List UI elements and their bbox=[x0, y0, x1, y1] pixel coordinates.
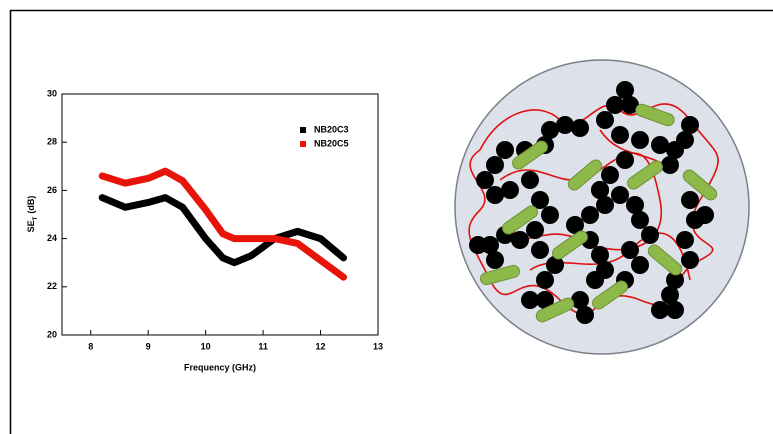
filler-particle bbox=[626, 196, 644, 214]
filler-particle bbox=[621, 96, 639, 114]
filler-particle bbox=[566, 216, 584, 234]
illustration bbox=[454, 59, 750, 355]
plot-area bbox=[61, 93, 379, 336]
x-tick-label: 13 bbox=[373, 341, 383, 351]
nanotube bbox=[592, 280, 628, 310]
filler-particle bbox=[616, 81, 634, 99]
filler-particle bbox=[611, 186, 629, 204]
filler-particle bbox=[521, 291, 539, 309]
filler-particle bbox=[526, 221, 544, 239]
filler-particle bbox=[596, 196, 614, 214]
filler-particle bbox=[616, 151, 634, 169]
y-label-main: SE bbox=[26, 220, 36, 232]
filler-particle bbox=[531, 241, 549, 259]
filler-particle bbox=[641, 226, 659, 244]
y-tick-label: 28 bbox=[47, 137, 57, 147]
nanotube bbox=[647, 244, 683, 276]
filler-particle bbox=[556, 116, 574, 134]
polymer-chains bbox=[468, 103, 719, 315]
y-tick-label: 30 bbox=[47, 88, 57, 98]
filler-particle bbox=[546, 256, 564, 274]
filler-particle bbox=[651, 136, 669, 154]
filler-particle bbox=[486, 251, 504, 269]
filler-particle bbox=[511, 231, 529, 249]
nanotube bbox=[552, 230, 588, 260]
filler-particle bbox=[631, 256, 649, 274]
x-axis-label: Frequency (GHz) bbox=[184, 362, 256, 372]
filler-particle bbox=[681, 191, 699, 209]
filler-particle bbox=[666, 271, 684, 289]
y-tick-label: 20 bbox=[47, 329, 57, 339]
filler-particle bbox=[611, 126, 629, 144]
x-tick-label: 12 bbox=[316, 341, 326, 351]
legend-swatch bbox=[300, 127, 306, 133]
filler-particle bbox=[596, 111, 614, 129]
nanotube bbox=[479, 264, 521, 286]
filler-particle bbox=[591, 246, 609, 264]
legend-swatch bbox=[300, 141, 306, 147]
filler-particle bbox=[606, 96, 624, 114]
filler-particle bbox=[621, 241, 639, 259]
y-axis-label: SET (dB) bbox=[26, 196, 38, 233]
nanotube bbox=[627, 160, 663, 190]
filler-particle bbox=[631, 211, 649, 229]
filler-particle bbox=[676, 231, 694, 249]
nanotube bbox=[512, 140, 548, 170]
filler-particle bbox=[676, 131, 694, 149]
nanotube bbox=[502, 205, 538, 235]
filler-particle bbox=[666, 301, 684, 319]
x-tick-label: 10 bbox=[201, 341, 211, 351]
filler-particle bbox=[631, 131, 649, 149]
plot: 20 22 24 26 28 30 8 9 10 11 12 13 NB20C3 NB20C5 bbox=[47, 88, 383, 351]
filler-particle bbox=[536, 271, 554, 289]
filler-particle bbox=[486, 156, 504, 174]
filler-particle bbox=[469, 236, 487, 254]
nanotube bbox=[682, 169, 718, 201]
filler-particle bbox=[496, 141, 514, 159]
filler-particle bbox=[476, 171, 494, 189]
filler-particle bbox=[686, 211, 704, 229]
y-label-unit: (dB) bbox=[26, 196, 36, 214]
filler-particle bbox=[586, 271, 604, 289]
filler-particle bbox=[681, 116, 699, 134]
filler-particle bbox=[541, 121, 559, 139]
filler-particle bbox=[601, 166, 619, 184]
nanotube bbox=[567, 159, 603, 191]
filler-particle bbox=[536, 291, 554, 309]
filler-particle bbox=[521, 171, 539, 189]
filler-particle bbox=[651, 301, 669, 319]
series-line bbox=[98, 194, 348, 267]
y-tick-label: 26 bbox=[47, 185, 57, 195]
y-tick-label: 22 bbox=[47, 281, 57, 291]
x-tick-label: 11 bbox=[258, 341, 268, 351]
filler-particle bbox=[661, 286, 679, 304]
filler-particle bbox=[541, 206, 559, 224]
filler-particle bbox=[576, 306, 594, 324]
filler-particle bbox=[486, 186, 504, 204]
y-tick-label: 24 bbox=[47, 233, 57, 243]
x-tick-label: 9 bbox=[146, 341, 151, 351]
filler-particle bbox=[591, 181, 609, 199]
filler-particle bbox=[531, 191, 549, 209]
filler-particle bbox=[571, 291, 589, 309]
legend-label: NB20C3 bbox=[314, 124, 349, 134]
legend-label: NB20C5 bbox=[314, 138, 349, 148]
filler-particle bbox=[661, 156, 679, 174]
series-line bbox=[98, 167, 348, 281]
nanotube bbox=[535, 297, 575, 323]
filler-particle bbox=[581, 206, 599, 224]
filler-particle bbox=[571, 119, 589, 137]
nanotube bbox=[635, 103, 675, 127]
x-tick-label: 8 bbox=[88, 341, 93, 351]
filler-particle bbox=[501, 181, 519, 199]
y-label-sub: T bbox=[33, 216, 39, 220]
filler-particle bbox=[681, 251, 699, 269]
